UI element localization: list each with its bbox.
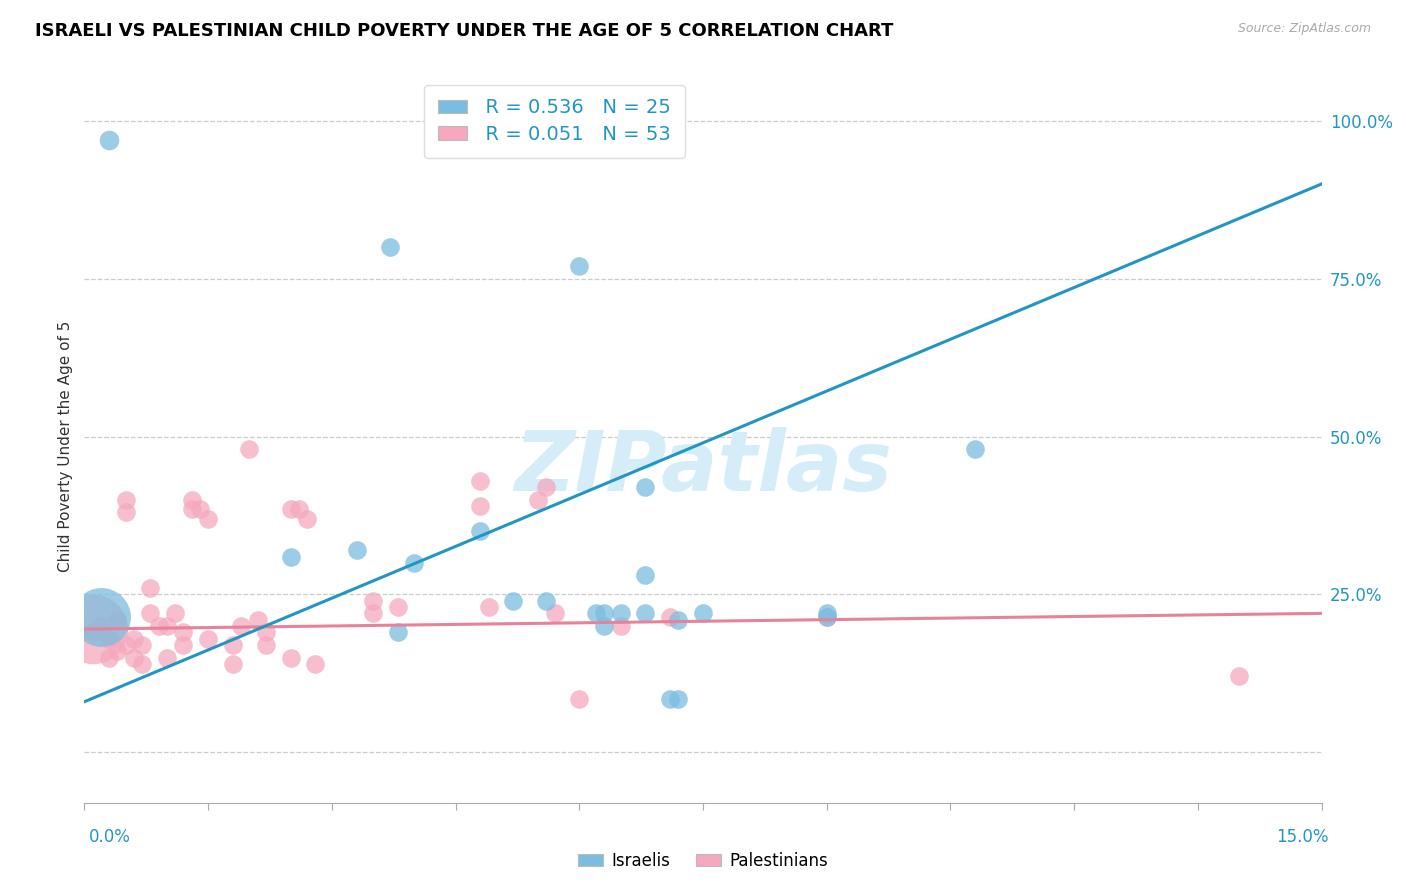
Point	[361, 593, 384, 607]
Point	[197, 632, 219, 646]
Point	[82, 625, 104, 640]
Point	[114, 638, 136, 652]
Point	[280, 502, 302, 516]
Point	[659, 691, 682, 706]
Point	[585, 607, 607, 621]
Point	[1227, 669, 1250, 683]
Point	[82, 622, 104, 636]
Text: 15.0%: 15.0%	[1277, 828, 1329, 846]
Point	[254, 638, 277, 652]
Point	[295, 511, 318, 525]
Point	[346, 543, 368, 558]
Text: ISRAELI VS PALESTINIAN CHILD POVERTY UNDER THE AGE OF 5 CORRELATION CHART: ISRAELI VS PALESTINIAN CHILD POVERTY UND…	[35, 22, 894, 40]
Point	[387, 625, 409, 640]
Point	[304, 657, 326, 671]
Point	[238, 442, 260, 457]
Point	[280, 650, 302, 665]
Point	[139, 607, 162, 621]
Point	[114, 492, 136, 507]
Point	[470, 524, 492, 539]
Point	[197, 511, 219, 525]
Point	[139, 581, 162, 595]
Point	[477, 600, 499, 615]
Point	[114, 505, 136, 519]
Point	[666, 613, 689, 627]
Point	[131, 657, 153, 671]
Text: 0.0%: 0.0%	[89, 828, 131, 846]
Y-axis label: Child Poverty Under the Age of 5: Child Poverty Under the Age of 5	[58, 320, 73, 572]
Point	[105, 613, 128, 627]
Point	[288, 502, 311, 516]
Point	[609, 619, 631, 633]
Point	[593, 619, 616, 633]
Point	[634, 568, 657, 582]
Point	[470, 499, 492, 513]
Point	[98, 133, 121, 147]
Point	[156, 619, 179, 633]
Point	[98, 650, 121, 665]
Point	[90, 609, 112, 624]
Point	[470, 474, 492, 488]
Point	[593, 607, 616, 621]
Point	[229, 619, 252, 633]
Point	[634, 480, 657, 494]
Point	[666, 691, 689, 706]
Point	[815, 607, 838, 621]
Text: Source: ZipAtlas.com: Source: ZipAtlas.com	[1237, 22, 1371, 36]
Point	[378, 240, 401, 254]
Point	[222, 657, 245, 671]
Point	[502, 593, 524, 607]
Point	[609, 607, 631, 621]
Point	[222, 638, 245, 652]
Point	[568, 259, 591, 273]
Legend: Israelis, Palestinians: Israelis, Palestinians	[572, 846, 834, 877]
Point	[131, 638, 153, 652]
Point	[165, 607, 187, 621]
Point	[536, 480, 558, 494]
Point	[692, 607, 714, 621]
Point	[172, 638, 194, 652]
Point	[543, 607, 565, 621]
Point	[246, 613, 269, 627]
Point	[659, 609, 682, 624]
Point	[404, 556, 426, 570]
Point	[156, 650, 179, 665]
Point	[815, 609, 838, 624]
Point	[90, 619, 112, 633]
Text: ZIPatlas: ZIPatlas	[515, 427, 891, 508]
Point	[122, 632, 145, 646]
Point	[254, 625, 277, 640]
Point	[98, 632, 121, 646]
Point	[180, 502, 202, 516]
Point	[105, 644, 128, 658]
Point	[527, 492, 550, 507]
Point	[188, 502, 211, 516]
Point	[180, 492, 202, 507]
Point	[634, 607, 657, 621]
Point	[568, 691, 591, 706]
Point	[172, 625, 194, 640]
Point	[536, 593, 558, 607]
Point	[815, 609, 838, 624]
Point	[965, 442, 987, 457]
Point	[122, 650, 145, 665]
Point	[387, 600, 409, 615]
Point	[148, 619, 170, 633]
Point	[280, 549, 302, 564]
Point	[361, 607, 384, 621]
